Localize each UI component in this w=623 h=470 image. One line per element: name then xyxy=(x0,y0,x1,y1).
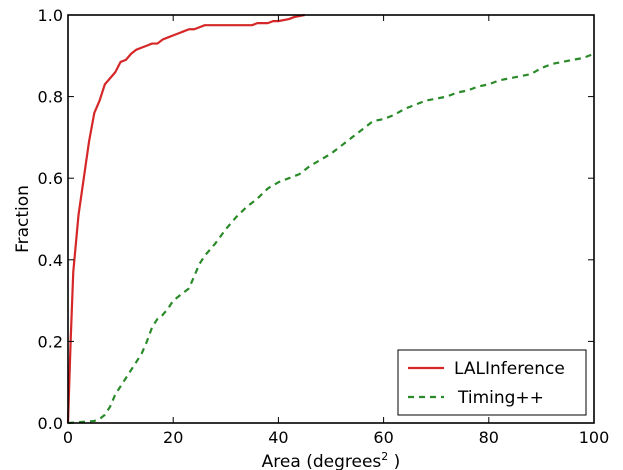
y-tick-label: 0.6 xyxy=(38,169,63,188)
x-axis-label-suffix: ) xyxy=(388,452,400,470)
x-tick-label: 40 xyxy=(268,428,288,447)
y-tick-label: 0.4 xyxy=(38,251,63,270)
y-axis-label: Fraction xyxy=(13,185,33,253)
legend-box xyxy=(397,349,587,416)
axes-layer: 0 20 40 60 80 100 0.0 0.2 0.4 0.6 0.8 1.0 Area (degr… xyxy=(13,6,609,470)
legend-label-lalinference: LALInference xyxy=(454,359,565,379)
x-axis-label: Area (degrees2 ) xyxy=(262,450,401,470)
x-tick-label: 80 xyxy=(479,428,499,447)
x-tick-label: 0 xyxy=(63,428,73,447)
series-layer xyxy=(66,13,595,425)
y-tick-label: 1.0 xyxy=(38,6,63,25)
y-tick-label: 0.8 xyxy=(38,88,63,107)
x-axis-label-superscript: 2 xyxy=(381,450,388,463)
y-tick-label: 0.0 xyxy=(38,414,63,433)
x-tick-label: 20 xyxy=(163,428,183,447)
x-tick-label: 100 xyxy=(579,428,610,447)
legend: LALInference Timing++ xyxy=(397,349,587,416)
series-line-lalinference xyxy=(66,13,305,424)
legend-label-timing: Timing++ xyxy=(457,388,544,408)
x-tick-label: 60 xyxy=(373,428,393,447)
x-axis-label-main: Area (degrees xyxy=(262,452,382,470)
plot-frame xyxy=(67,14,595,424)
y-tick-label: 0.2 xyxy=(38,332,63,351)
series-line-timing xyxy=(67,52,595,425)
